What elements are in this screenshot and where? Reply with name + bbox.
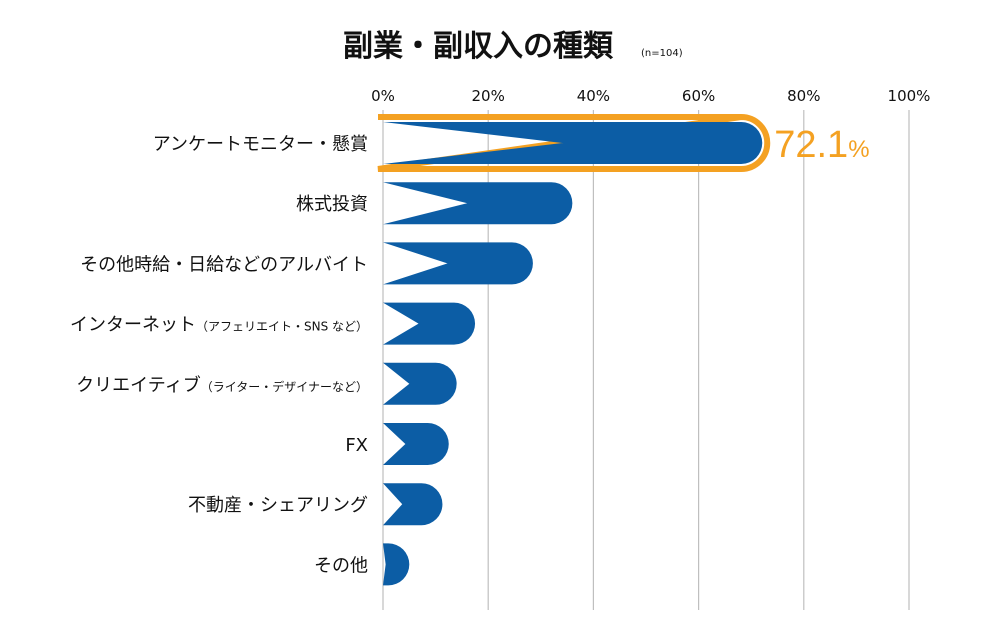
- x-axis-ticks: 0% 20% 40% 60% 80% 100%: [371, 87, 930, 105]
- bar: [383, 362, 457, 405]
- category-label-main: FX: [345, 435, 368, 456]
- bar: [383, 543, 410, 586]
- category-label-main: インターネット: [70, 315, 196, 336]
- chart-title: 副業・副収入の種類 (n=104): [343, 29, 683, 64]
- bar: [383, 483, 443, 526]
- category-label-note: （ライター・デザイナーなど）: [201, 379, 368, 394]
- bars: [377, 113, 771, 586]
- category-label: その他: [314, 555, 368, 576]
- chart-title-sample-size: (n=104): [641, 48, 683, 59]
- category-label: アンケートモニター・懸賞: [153, 134, 368, 155]
- category-label: FX: [345, 435, 368, 456]
- highlight-outline: [377, 113, 771, 172]
- data-label-unit: %: [848, 136, 869, 163]
- data-label: 72.1%: [774, 124, 869, 166]
- x-tick-label: 100%: [888, 87, 931, 105]
- chart-title-main: 副業・副収入の種類: [343, 29, 614, 64]
- category-label-note: （アフェリエイト・SNS など）: [196, 320, 368, 334]
- x-tick-label: 80%: [787, 87, 820, 105]
- bar: [383, 302, 476, 345]
- category-label-main: 株式投資: [296, 194, 368, 215]
- category-label-main: その他: [314, 555, 368, 576]
- bar: [383, 182, 573, 225]
- category-label: 株式投資: [296, 194, 368, 215]
- data-labels: 72.1%: [774, 124, 869, 166]
- category-label-main: アンケートモニター・懸賞: [153, 134, 368, 155]
- bar: [383, 423, 449, 465]
- x-tick-label: 40%: [577, 87, 610, 105]
- category-label: その他時給・日給などのアルバイト: [80, 254, 368, 275]
- data-label-value: 72.1: [774, 124, 848, 166]
- category-labels: アンケートモニター・懸賞株式投資その他時給・日給などのアルバイトインターネット（…: [70, 134, 368, 576]
- category-label: 不動産・シェアリング: [188, 495, 368, 516]
- category-label-main: 不動産・シェアリング: [188, 495, 368, 516]
- x-tick-label: 20%: [472, 87, 505, 105]
- category-label: クリエイティブ（ライター・デザイナーなど）: [76, 374, 368, 396]
- category-label-main: クリエイティブ: [76, 374, 201, 396]
- x-tick-label: 60%: [682, 87, 715, 105]
- category-label-main: その他時給・日給などのアルバイト: [80, 254, 368, 275]
- category-label: インターネット（アフェリエイト・SNS など）: [70, 315, 368, 336]
- bar: [383, 242, 533, 285]
- bar: [383, 122, 763, 164]
- x-tick-label: 0%: [371, 87, 395, 105]
